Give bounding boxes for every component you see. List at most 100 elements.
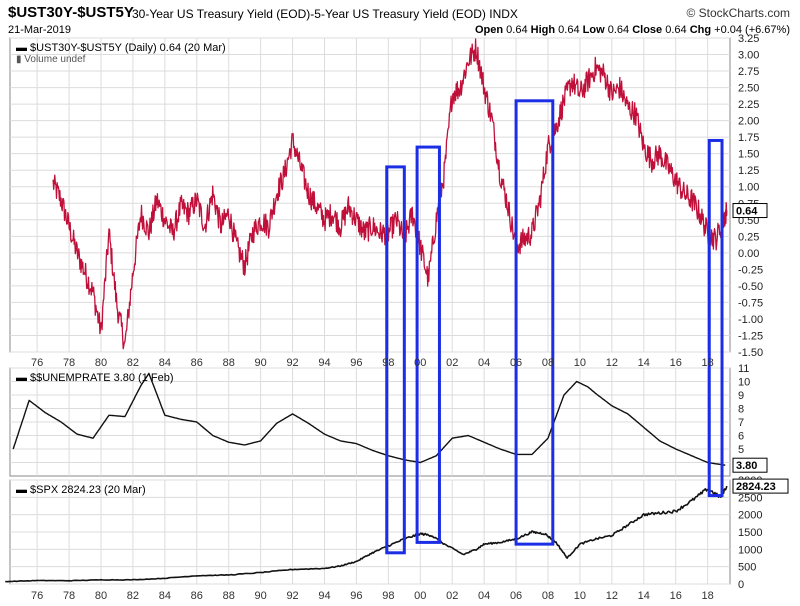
- x-tick-label-mid: 86: [191, 357, 203, 369]
- x-tick-label-mid: 92: [286, 357, 298, 369]
- x-tick-label-bottom: 98: [382, 590, 394, 602]
- x-tick-label-bottom: 78: [63, 590, 75, 602]
- x-tick-label-bottom: 96: [350, 590, 362, 602]
- x-tick-label-bottom: 86: [191, 590, 203, 602]
- last-value-label: 0.64: [736, 206, 758, 218]
- y-tick-label: 5: [738, 444, 744, 456]
- y-tick-label: 1.75: [738, 132, 759, 144]
- chart-symbol: $UST30Y-$UST5Y: [8, 4, 134, 21]
- series-line-3: [5, 485, 728, 583]
- y-tick-label: 0.00: [738, 248, 759, 260]
- y-tick-label: 2000: [738, 510, 762, 522]
- x-tick-label-mid: 08: [542, 357, 554, 369]
- y-tick-label: 3.00: [738, 50, 759, 62]
- x-tick-label-mid: 00: [414, 357, 426, 369]
- y-tick-label: 0.25: [738, 231, 759, 243]
- x-tick-label-bottom: 08: [542, 590, 554, 602]
- x-tick-label-mid: 76: [31, 357, 43, 369]
- last-value-box: [732, 478, 789, 494]
- stockcharts-logo: © StockCharts.com: [686, 6, 790, 20]
- x-tick-label-bottom: 14: [638, 590, 650, 602]
- close-value: 0.64: [665, 24, 687, 36]
- y-tick-label: -1.50: [738, 347, 763, 359]
- y-tick-label: -1.25: [738, 330, 763, 342]
- ohlc-readout: Open 0.64 High 0.64 Low 0.64 Close 0.64 …: [475, 24, 790, 36]
- series-line-2: [12, 372, 726, 466]
- y-tick-label: -1.00: [738, 314, 763, 326]
- legend-3: ▬ $SPX 2824.23 (20 Mar): [16, 484, 146, 496]
- x-tick-label-mid: 80: [95, 357, 107, 369]
- x-tick-label-mid: 84: [159, 357, 171, 369]
- x-tick-label-mid: 02: [446, 357, 458, 369]
- y-tick-label: -0.25: [738, 264, 763, 276]
- legend-1: ▬ $UST30Y-$UST5Y (Daily) 0.64 (20 Mar): [16, 42, 226, 54]
- y-tick-label: 500: [738, 562, 756, 574]
- y-tick-label: -0.75: [738, 297, 763, 309]
- y-tick-label: 6: [738, 431, 744, 443]
- y-tick-label: 7: [738, 417, 744, 429]
- x-tick-label-bottom: 94: [318, 590, 330, 602]
- y-tick-label: 1.50: [738, 149, 759, 161]
- high-label: High: [530, 24, 556, 36]
- y-tick-label: 1500: [738, 527, 762, 539]
- y-tick-label: 2.25: [738, 99, 759, 111]
- highlight-box-4: [707, 138, 724, 498]
- highlight-box-1: [385, 165, 406, 555]
- last-value-label: 2824.23: [736, 481, 776, 493]
- y-tick-label: 1000: [738, 544, 762, 556]
- x-tick-label-mid: 06: [510, 357, 522, 369]
- x-tick-label-bottom: 02: [446, 590, 458, 602]
- y-tick-label: 2.00: [738, 116, 759, 128]
- high-value: 0.64: [558, 24, 580, 36]
- y-tick-label: 2500: [738, 492, 762, 504]
- open-value: 0.64: [506, 24, 528, 36]
- low-label: Low: [582, 24, 605, 36]
- x-tick-label-mid: 12: [606, 357, 618, 369]
- x-tick-label-bottom: 10: [574, 590, 586, 602]
- x-tick-label-bottom: 18: [702, 590, 714, 602]
- x-tick-label-bottom: 88: [223, 590, 235, 602]
- highlight-box-2: [415, 145, 441, 544]
- x-tick-label-mid: 18: [702, 357, 714, 369]
- open-label: Open: [474, 24, 504, 36]
- series-line-1: [52, 38, 728, 350]
- legend-2: ▬ $$UNEMPRATE 3.80 (1 Feb): [16, 372, 174, 384]
- x-tick-label-mid: 90: [255, 357, 267, 369]
- y-tick-label: -0.50: [738, 281, 763, 293]
- x-tick-label-mid: 96: [350, 357, 362, 369]
- x-tick-label-bottom: 06: [510, 590, 522, 602]
- chg-value: +0.04 (+6.67%): [714, 24, 790, 36]
- chg-label: Chg: [689, 24, 712, 36]
- last-value-box: [732, 457, 768, 473]
- y-tick-label: 9: [738, 390, 744, 402]
- x-tick-label-mid: 04: [478, 357, 490, 369]
- x-tick-label-bottom: 76: [31, 590, 43, 602]
- x-tick-label-bottom: 80: [95, 590, 107, 602]
- chart-description: 30-Year US Treasury Yield (EOD)-5-Year U…: [132, 7, 518, 21]
- y-tick-label: 2.75: [738, 66, 759, 78]
- x-tick-label-mid: 94: [318, 357, 330, 369]
- y-tick-label: 11: [738, 363, 749, 375]
- x-tick-label-mid: 10: [574, 357, 586, 369]
- y-tick-label: 2.50: [738, 83, 759, 95]
- x-tick-label-bottom: 90: [255, 590, 267, 602]
- y-tick-label: 1.25: [738, 165, 759, 177]
- x-tick-label-bottom: 16: [670, 590, 682, 602]
- close-label: Close: [632, 24, 663, 36]
- chart-date: 21-Mar-2019: [8, 24, 71, 36]
- y-tick-label: 10: [738, 377, 750, 389]
- y-tick-label: 8: [738, 404, 744, 416]
- x-tick-label-mid: 82: [127, 357, 139, 369]
- x-tick-label-mid: 88: [223, 357, 235, 369]
- y-tick-label: 0: [738, 579, 744, 591]
- x-tick-label-bottom: 84: [159, 590, 171, 602]
- x-tick-label-bottom: 00: [414, 590, 426, 602]
- x-tick-label-bottom: 82: [127, 590, 139, 602]
- x-tick-label-mid: 14: [638, 357, 650, 369]
- last-value-label: 3.80: [736, 460, 757, 472]
- x-tick-label-mid: 98: [382, 357, 394, 369]
- x-tick-label-mid: 78: [63, 357, 75, 369]
- y-tick-label: 1.00: [738, 182, 759, 194]
- x-tick-label-bottom: 92: [286, 590, 298, 602]
